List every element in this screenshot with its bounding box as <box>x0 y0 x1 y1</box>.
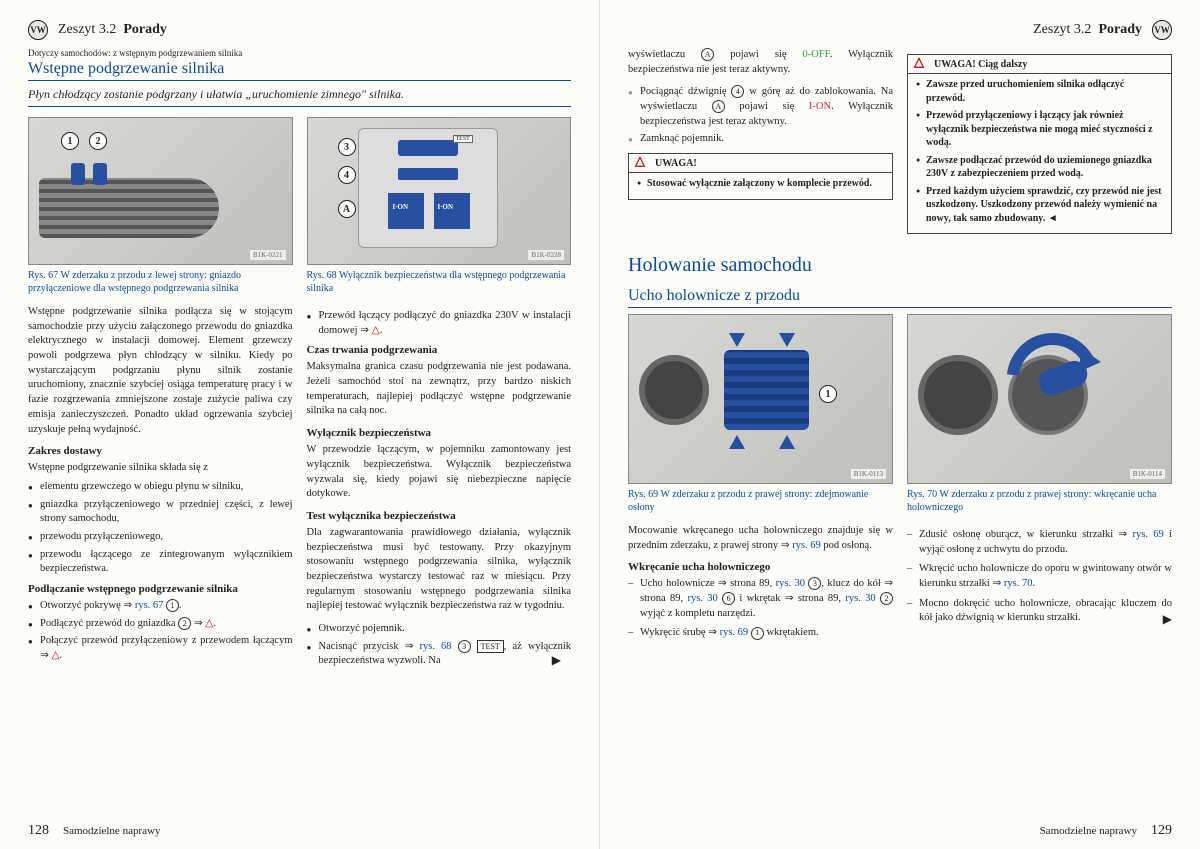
callout-2: 2 <box>89 132 107 150</box>
warn-item: Zawsze przed uruchomieniem silnika odłąc… <box>916 78 1163 105</box>
warn-item: Stosować wyłącznie załączony w komplecie… <box>637 177 884 191</box>
list-item: Wkręcić ucho holownicze do oporu w gwint… <box>907 562 1172 591</box>
list-item: Otworzyć pokrywę ⇒ rys. 67 1. <box>28 599 293 614</box>
figure-70: B1K-0114 <box>907 314 1172 484</box>
page-number: 128 <box>28 823 49 839</box>
fig70-caption: Rys. 70 W zderzaku z przodu z prawej str… <box>907 488 1172 514</box>
applies-note: Dotyczy samochodów: z wstępnym podgrzewa… <box>28 48 571 58</box>
subhead-podl: Podłączanie wstępnego podgrzewanie silni… <box>28 583 293 595</box>
para-intro: Wstępne podgrzewanie silnika podłącza si… <box>28 305 293 437</box>
fig68-caption: Rys. 68 Wyłącznik bezpieczeństwa dla wst… <box>307 269 572 295</box>
footer-right: Samodzielne naprawy 129 <box>1040 823 1172 839</box>
moc-para: Mocowanie wkręcanego ucha holowniczego z… <box>628 524 893 553</box>
header-title: Zeszyt 3.2 Porady <box>1033 22 1142 38</box>
figure-row: 1 2 B1K-0221 Rys. 67 W zderzaku z przodu… <box>28 117 571 305</box>
warning-icon <box>914 58 928 70</box>
subhead-zakres: Zakres dostawy <box>28 445 293 457</box>
figure-67: 1 2 B1K-0221 <box>28 117 293 265</box>
subhead-test: Test wyłącznika bezpieczeństwa <box>307 510 572 522</box>
list-item: przewodu łączącego ze zintegrowanym wyłą… <box>28 548 293 577</box>
zakres-list: elementu grzewczego w obiegu płynu w sil… <box>28 480 293 577</box>
list-item: Ucho holownicze ⇒ strona 89, rys. 30 3, … <box>628 577 893 621</box>
list-item: Pociągnąć dźwignię 4 w górę aż do zablok… <box>628 85 893 129</box>
footer-left: 128 Samodzielne naprawy <box>28 823 160 839</box>
fig69-caption: Rys. 69 W zderzaku z przodu z prawej str… <box>628 488 893 514</box>
callout-4: 4 <box>338 166 356 184</box>
figure-69: 1 B1K-0113 <box>628 314 893 484</box>
cont-list: Pociągnąć dźwignię 4 w górę aż do zablok… <box>628 85 893 147</box>
subhead-wkr: Wkręcanie ucha holowniczego <box>628 561 893 573</box>
header-left: VW Zeszyt 3.2 Porady <box>28 20 571 40</box>
list-item: elementu grzewczego w obiegu płynu w sil… <box>28 480 293 495</box>
warning-box-2: UWAGA! Ciąg dalszy Zawsze przed uruchomi… <box>907 54 1172 234</box>
warning-icon <box>635 157 649 169</box>
footer-section: Samodzielne naprawy <box>63 825 160 837</box>
czas-text: Maksymalna granica czasu podgrzewania ni… <box>307 360 572 419</box>
list-item: Nacisnąć przycisk ⇒ rys. 68 3 TEST, aż w… <box>307 640 572 669</box>
callout-1: 1 <box>61 132 79 150</box>
section-title-preheat: Wstępne podgrzewanie silnika <box>28 60 571 81</box>
fig-ref: B1K-0113 <box>851 469 886 479</box>
podl-list: Otworzyć pokrywę ⇒ rys. 67 1. Podłączyć … <box>28 599 293 664</box>
fig67-caption: Rys. 67 W zderzaku z przodu z lewej stro… <box>28 269 293 295</box>
warn-title: UWAGA! Ciąg dalszy <box>934 59 1027 70</box>
header-title: Zeszyt 3.2 Porady <box>58 22 167 38</box>
section-title-towing: Holowanie samochodu <box>628 254 1172 277</box>
intro-text: Płyn chłodzący zostanie podgrzany i ułat… <box>28 87 571 107</box>
list-item: Wykręcić śrubę ⇒ rys. 69 1 wkrętakiem. <box>628 626 893 641</box>
warn-item: Zawsze podłączać przewód do uziemionego … <box>916 154 1163 181</box>
list-item: Zdusić osłonę oburącz, w kierunku strzał… <box>907 528 1172 557</box>
right-steps: Zdusić osłonę oburącz, w kierunku strzał… <box>907 528 1172 626</box>
list-item: przewodu przyłączeniowego, <box>28 530 293 545</box>
fig-ref: B1K-0221 <box>250 250 286 260</box>
list-item: Otworzyć pojemnik. <box>307 622 572 637</box>
fig-ref: B1K-0114 <box>1130 469 1165 479</box>
warn-item: Przewód przyłączeniowy i łączący jak rów… <box>916 109 1163 150</box>
wkr-list: Ucho holownicze ⇒ strona 89, rys. 30 3, … <box>628 577 893 641</box>
page-right: Zeszyt 3.2 Porady VW wyświetlaczu A poja… <box>600 0 1200 849</box>
callout-a: A <box>338 200 356 218</box>
warning-box-1: UWAGA! Stosować wyłącznie załączony w ko… <box>628 153 893 200</box>
list-item: Podłączyć przewód do gniazdka 2 ⇒ △. <box>28 617 293 632</box>
subsection-title-eye: Ucho holownicze z przodu <box>628 287 1172 308</box>
figure-68: I·ON I·ON 3 4 A TEST B1K-0228 <box>307 117 572 265</box>
vw-logo-icon: VW <box>1152 20 1172 40</box>
callout-1: 1 <box>819 385 837 403</box>
footer-section: Samodzielne naprawy <box>1040 825 1137 837</box>
warn-title: UWAGA! <box>655 158 697 169</box>
list-item: gniazdka przyłączeniowego w przedniej cz… <box>28 498 293 527</box>
figure-row-2: 1 B1K-0113 Rys. 69 W zderzaku z przodu z… <box>628 314 1172 524</box>
top-text-row: wyświetlaczu A pojawi się 0-OFF. Wyłączn… <box>628 48 1172 240</box>
list-item: Mocno dokręcić ucho holownicze, obracają… <box>907 597 1172 626</box>
wyl-text: W przewodzie łączącym, w pojemniku zamon… <box>307 443 572 502</box>
subhead-wyl: Wyłącznik bezpieczeństwa <box>307 427 572 439</box>
page-number: 129 <box>1151 823 1172 839</box>
vw-logo-icon: VW <box>28 20 48 40</box>
subhead-czas: Czas trwania podgrzewania <box>307 344 572 356</box>
fig-ref: B1K-0228 <box>528 250 564 260</box>
text-columns: Wstępne podgrzewanie silnika podłącza si… <box>28 305 571 673</box>
page-left: VW Zeszyt 3.2 Porady Dotyczy samochodów:… <box>0 0 600 849</box>
warn-item: Przed każdym użyciem sprawdzić, czy prze… <box>916 185 1163 226</box>
cont-text: wyświetlaczu A pojawi się 0-OFF. Wyłączn… <box>628 48 893 77</box>
arrow-icon <box>1003 330 1103 390</box>
list-item: Przewód łączący podłączyć do gniazdka 23… <box>307 309 572 338</box>
bottom-text-row: Mocowanie wkręcanego ucha holowniczego z… <box>628 524 1172 646</box>
list-item: Połączyć przewód przyłączeniowy z przewo… <box>28 634 293 663</box>
test-text: Dla zagwarantowania prawidłowego działan… <box>307 526 572 614</box>
test-list: Otworzyć pojemnik. Nacisnąć przycisk ⇒ r… <box>307 622 572 669</box>
callout-3: 3 <box>338 138 356 156</box>
right-top-list: Przewód łączący podłączyć do gniazdka 23… <box>307 309 572 338</box>
zakres-intro: Wstępne podgrzewanie silnika składa się … <box>28 461 293 476</box>
list-item: Zamknąć pojemnik. <box>628 132 893 147</box>
header-right: Zeszyt 3.2 Porady VW <box>628 20 1172 40</box>
